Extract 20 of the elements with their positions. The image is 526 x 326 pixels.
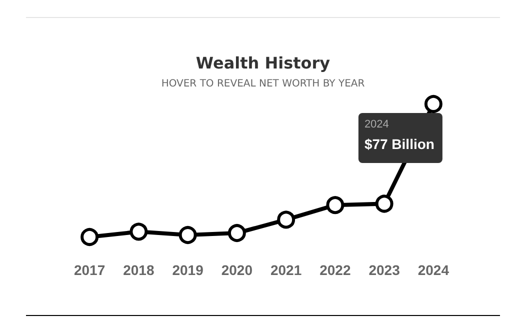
point	[130, 222, 148, 241]
x-tick-label: 2019	[172, 262, 204, 278]
x-tick-label: 2021	[270, 262, 302, 278]
point	[277, 210, 296, 229]
annotation: 2024	[364, 118, 389, 130]
x-tick-label: 2018	[123, 262, 154, 278]
chart-title: Wealth History	[196, 54, 331, 72]
point	[178, 226, 197, 244]
x-tick-label: 2017	[74, 262, 106, 278]
point	[375, 194, 394, 213]
x-tick-label: 2024	[418, 262, 450, 278]
point	[80, 228, 99, 246]
x-tick-label: 2020	[221, 262, 253, 278]
chart-subtitle: HOVER TO REVEAL NET WORTH BY YEAR	[161, 78, 365, 90]
annotation: $77 Billion	[364, 136, 434, 152]
point	[228, 224, 246, 242]
x-tick-label: 2023	[368, 262, 400, 278]
point	[326, 196, 344, 214]
x-tick-label: 2022	[320, 262, 351, 278]
point	[424, 95, 442, 113]
